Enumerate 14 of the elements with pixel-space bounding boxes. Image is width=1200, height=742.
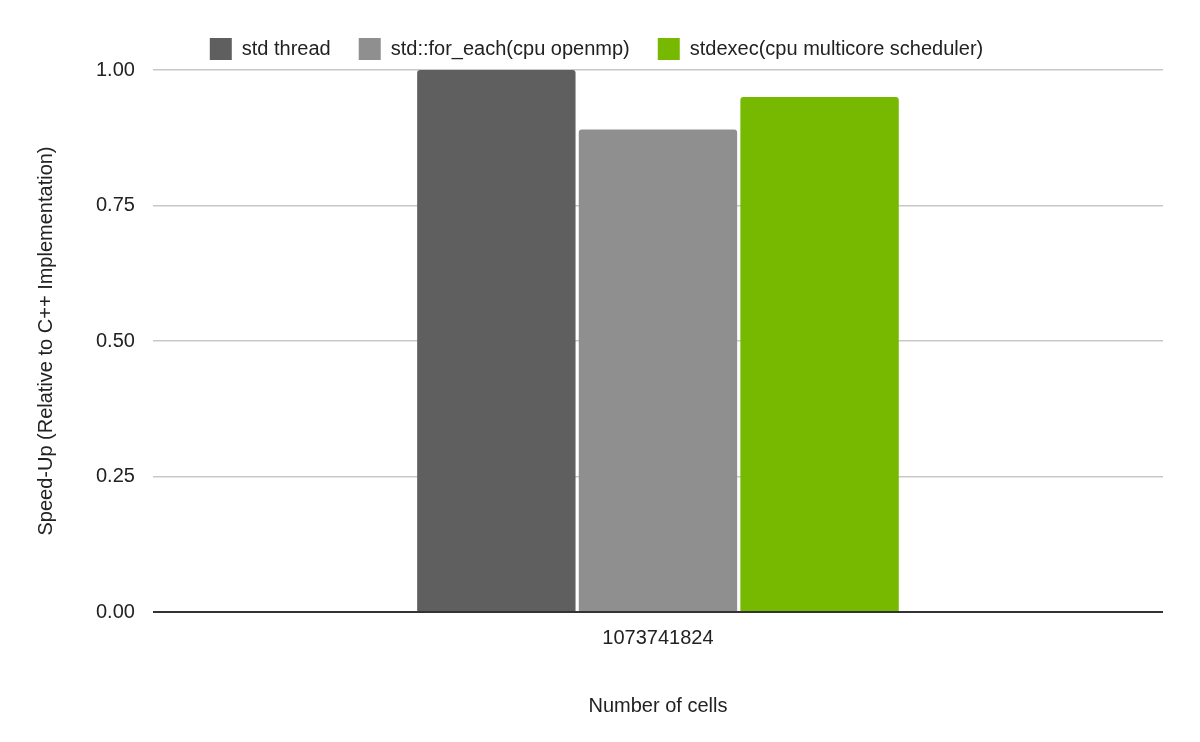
legend-label: std thread bbox=[241, 36, 331, 59]
y-tick-label: 1.00 bbox=[95, 57, 135, 80]
x-tick-label: 1073741824 bbox=[602, 625, 714, 648]
y-axis-title: Speed-Up (Relative to C++ Implementation) bbox=[33, 146, 56, 536]
y-tick-label: 0.25 bbox=[95, 464, 135, 487]
bar bbox=[740, 97, 899, 611]
y-tick-label: 0.00 bbox=[95, 599, 135, 622]
y-tick-label: 0.50 bbox=[95, 328, 135, 351]
legend-label: std::for_each(cpu openmp) bbox=[390, 36, 630, 60]
y-tick-label: 0.75 bbox=[95, 193, 135, 216]
bar bbox=[417, 70, 576, 611]
legend-label: stdexec(cpu multicore scheduler) bbox=[689, 36, 984, 59]
x-axis-title: Number of cells bbox=[588, 693, 728, 716]
bar bbox=[578, 129, 738, 611]
